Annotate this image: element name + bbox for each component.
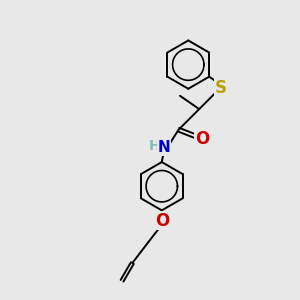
Text: O: O [195,130,209,148]
Text: O: O [155,212,169,230]
Text: N: N [158,140,170,155]
Text: S: S [214,79,226,97]
Text: H: H [149,139,161,153]
